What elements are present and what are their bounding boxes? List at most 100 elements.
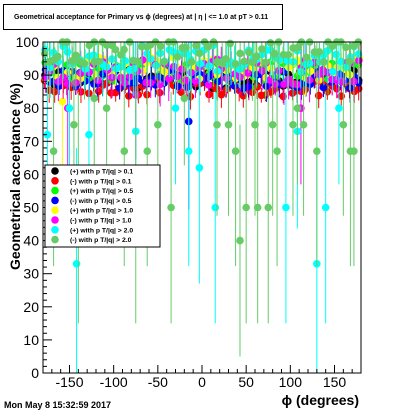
legend-marker [51, 206, 59, 214]
data-point [299, 120, 308, 129]
data-point [115, 84, 124, 92]
legend-label: (+) with p T/|q| > 0.1 [70, 169, 133, 176]
legend-box [44, 164, 161, 248]
data-point [266, 64, 274, 73]
chart-title: Geometrical acceptance for Primary vs ϕ … [3, 4, 283, 30]
data-point [89, 51, 98, 59]
legend-label: (-) with p T/|q| > 2.0 [70, 237, 132, 244]
data-point [129, 65, 138, 73]
legend-marker [51, 186, 59, 195]
y-tick-label: 70 [23, 133, 39, 149]
x-tick-label: 100 [279, 374, 303, 390]
data-point [164, 74, 173, 83]
data-point [80, 59, 89, 68]
data-point [313, 147, 321, 156]
legend-label: (+) with p T/|q| > 1.0 [70, 208, 133, 215]
legend-marker [51, 196, 59, 205]
data-point [173, 52, 182, 61]
data-point [253, 203, 262, 212]
y-tick-label: 90 [23, 67, 39, 83]
legend-marker [51, 235, 59, 244]
y-tick-label: 100 [16, 34, 40, 50]
data-point [204, 81, 213, 89]
data-point [211, 203, 220, 212]
data-point [204, 42, 212, 51]
data-point [240, 57, 249, 66]
data-point [314, 91, 323, 100]
data-point [187, 58, 196, 66]
data-point [46, 63, 54, 72]
data-point [43, 130, 52, 139]
data-point [293, 104, 302, 112]
y-tick-label: 10 [23, 332, 39, 348]
data-point [182, 43, 190, 52]
data-point [320, 58, 328, 66]
data-points-layer [40, 38, 364, 373]
data-point [252, 52, 261, 61]
data-point [90, 94, 99, 103]
data-point [243, 69, 252, 77]
data-point [196, 60, 204, 68]
axis-ticks: -150 -100 -50 0 50 100 150 0 10 20 30 40 50 60 70 80 90 1… [16, 34, 362, 390]
data-point [102, 104, 111, 112]
data-point [192, 41, 200, 50]
data-point [65, 104, 74, 112]
data-point [111, 45, 120, 54]
legend-marker [51, 226, 59, 234]
data-point [245, 48, 253, 57]
data-point [222, 55, 230, 63]
data-point [160, 58, 168, 66]
data-point [63, 48, 72, 56]
data-point [244, 82, 253, 91]
data-point [239, 91, 248, 100]
data-point [273, 147, 281, 156]
y-tick-label: 60 [23, 166, 39, 182]
data-point [261, 58, 270, 67]
data-point [302, 53, 311, 62]
timestamp: Mon May 8 15:32:59 2017 [4, 400, 112, 410]
data-point [319, 83, 328, 92]
data-point [230, 82, 239, 90]
data-point [184, 147, 193, 156]
data-point [350, 147, 358, 156]
data-point [205, 62, 213, 70]
data-point [121, 57, 130, 65]
data-point [345, 57, 354, 66]
data-point [268, 120, 277, 129]
data-point [49, 147, 58, 156]
data-point [191, 77, 200, 86]
data-point [264, 203, 273, 212]
data-point [54, 52, 62, 61]
data-point [171, 104, 180, 112]
data-point [339, 120, 348, 129]
data-point [282, 203, 290, 212]
data-point [258, 45, 266, 53]
legend-marker [51, 177, 59, 185]
data-point [242, 203, 250, 212]
data-point [279, 92, 288, 101]
data-point [217, 90, 226, 99]
data-point [120, 147, 129, 156]
y-tick-label: 0 [31, 365, 39, 381]
x-tick-label: -150 [55, 374, 83, 390]
data-point [85, 130, 93, 139]
data-point [94, 57, 103, 66]
data-point [70, 120, 78, 129]
y-tick-label: 20 [23, 299, 39, 315]
data-point [251, 120, 259, 129]
data-point [195, 163, 204, 172]
data-point [280, 80, 288, 88]
data-point [155, 88, 164, 97]
data-point [315, 48, 324, 56]
data-point [195, 49, 204, 58]
data-point [72, 51, 80, 60]
x-tick-label: 50 [238, 374, 254, 390]
data-point [72, 259, 81, 268]
data-point [40, 49, 49, 58]
data-point [236, 236, 244, 245]
x-tick-label: 150 [323, 374, 347, 390]
data-point [156, 42, 165, 50]
data-point [58, 97, 67, 106]
data-point [177, 88, 186, 97]
legend-label: (-) with p T/|q| > 1.0 [70, 218, 132, 225]
